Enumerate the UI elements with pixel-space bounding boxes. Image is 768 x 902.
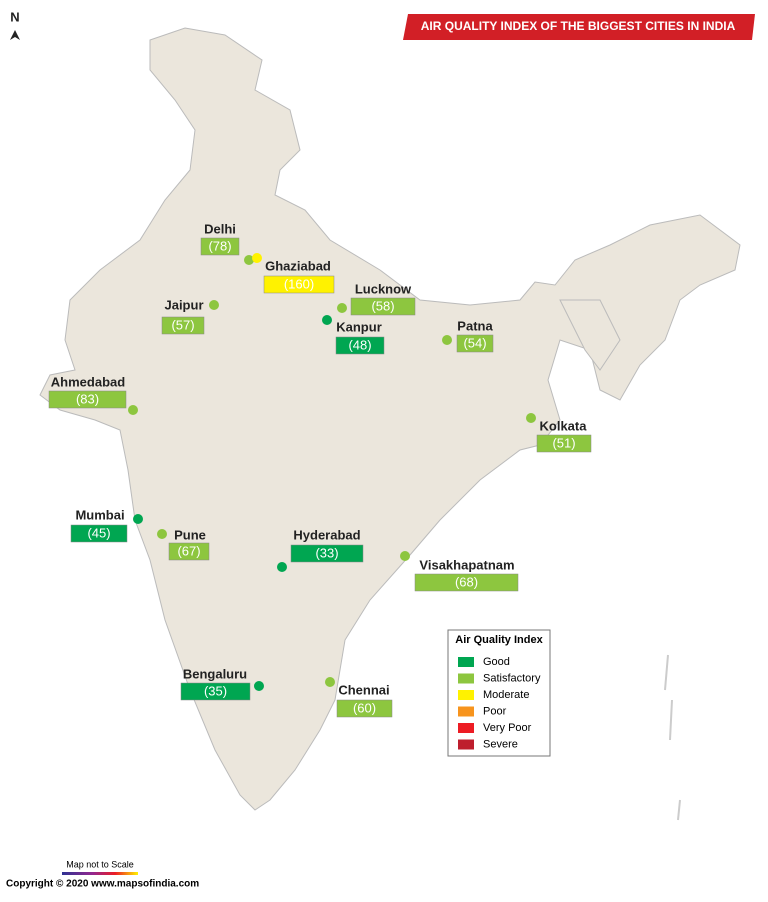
- legend-swatch: [458, 723, 474, 733]
- city-name: Pune: [174, 527, 206, 542]
- aqi-box: [536, 434, 592, 453]
- city-dot: [133, 514, 143, 524]
- city-dot: [526, 413, 536, 423]
- legend-label: Very Poor: [483, 722, 532, 734]
- aqi-label: (35): [204, 683, 227, 698]
- aqi-box: [350, 297, 416, 316]
- aqi-box: [168, 542, 210, 561]
- aqi-box: [161, 316, 205, 335]
- city-name: Chennai: [338, 682, 389, 697]
- city-dot: [400, 551, 410, 561]
- legend-swatch: [458, 657, 474, 667]
- aqi-box: [336, 699, 393, 718]
- city-name: Lucknow: [355, 281, 412, 296]
- north-arrow: [10, 30, 20, 40]
- andaman-islands: [664, 654, 681, 821]
- scale-note: Map not to Scale: [66, 859, 134, 869]
- city-name: Jaipur: [164, 297, 203, 312]
- aqi-label: (33): [315, 545, 338, 560]
- city-dot: [252, 253, 262, 263]
- ne-outline: [559, 299, 621, 371]
- city-name: Bengaluru: [183, 666, 247, 681]
- aqi-label: (160): [284, 276, 314, 291]
- title-banner: [403, 14, 755, 40]
- city-dot: [337, 303, 347, 313]
- india-outline: [39, 27, 741, 811]
- aqi-label: (83): [76, 391, 99, 406]
- city-name: Delhi: [204, 221, 236, 236]
- aqi-box: [290, 544, 364, 563]
- city-dot: [277, 562, 287, 572]
- aqi-label: (60): [353, 700, 376, 715]
- aqi-label: (67): [177, 543, 200, 558]
- aqi-box: [48, 390, 127, 409]
- aqi-label: (58): [371, 298, 394, 313]
- legend-label: Satisfactory: [483, 672, 541, 684]
- cities-layer: Delhi (78) Ghaziabad (160) Lucknow (58) Kanpur…: [48, 221, 592, 750]
- aqi-box: [414, 573, 519, 592]
- aqi-label: (57): [171, 317, 194, 332]
- aqi-box: [335, 336, 385, 355]
- city-dot: [157, 529, 167, 539]
- city-dot: [325, 677, 335, 687]
- aqi-label: (68): [455, 574, 478, 589]
- city-name: Hyderabad: [293, 527, 360, 542]
- aqi-box: [263, 275, 335, 294]
- legend-swatch: [458, 706, 474, 717]
- city-dot: [128, 405, 138, 415]
- city-name: Mumbai: [75, 507, 124, 522]
- aqi-box: [180, 682, 251, 701]
- city-name: Ahmedabad: [51, 374, 125, 389]
- aqi-box: [200, 237, 240, 256]
- city-name: Ghaziabad: [265, 258, 331, 273]
- aqi-label: (54): [463, 335, 486, 350]
- legend-title: Air Quality Index: [455, 634, 543, 646]
- legend-label: Severe: [483, 738, 518, 750]
- city-dot: [442, 335, 452, 345]
- city-name: Visakhapatnam: [419, 557, 514, 572]
- city-dot: [244, 255, 254, 265]
- aqi-label: (78): [208, 238, 231, 253]
- legend-swatch: [458, 690, 474, 700]
- city-dot: [209, 300, 219, 310]
- copyright: Copyright © 2020 www.mapsofindia.com: [6, 879, 199, 890]
- aqi-label: (45): [87, 525, 110, 540]
- city-name: Kolkata: [540, 418, 588, 433]
- scale-bar: [62, 872, 138, 875]
- legend-label: Good: [483, 656, 510, 668]
- aqi-box: [456, 334, 494, 353]
- aqi-label: (51): [552, 435, 575, 450]
- north-label: N: [10, 9, 19, 24]
- title: AIR QUALITY INDEX OF THE BIGGEST CITIES …: [421, 19, 736, 33]
- legend-swatch: [458, 739, 474, 750]
- legend-swatch: [458, 673, 474, 684]
- aqi-box: [70, 524, 128, 543]
- city-dot: [322, 315, 332, 325]
- city-name: Kanpur: [336, 319, 382, 334]
- city-name: Patna: [457, 318, 493, 333]
- aqi-label: (48): [348, 337, 371, 352]
- legend-label: Poor: [483, 705, 507, 717]
- legend-label: Moderate: [483, 689, 529, 701]
- city-dot: [254, 681, 264, 691]
